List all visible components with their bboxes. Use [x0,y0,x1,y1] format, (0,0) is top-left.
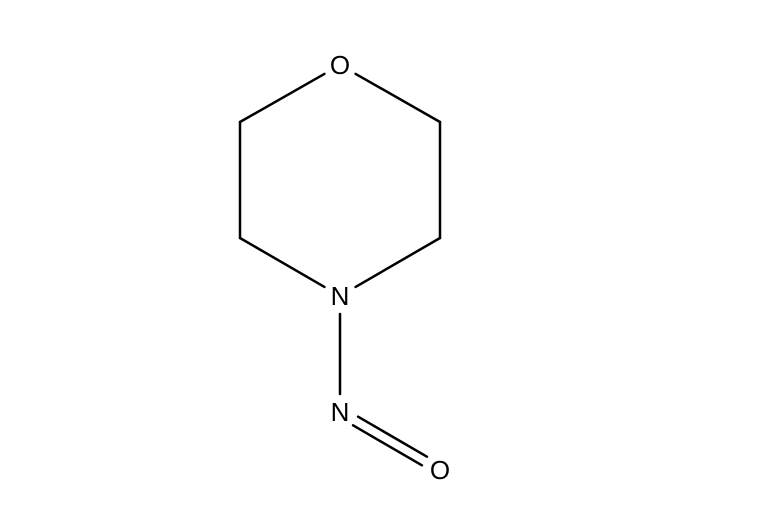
bond [240,238,324,287]
atom-label-o: O [330,50,350,80]
bond [356,74,440,122]
bond [353,425,422,465]
molecule-structure: O N N O [0,0,759,506]
bond [356,238,440,287]
bond [240,74,324,122]
atom-label-n: N [331,397,350,427]
atom-label-n: N [331,281,350,311]
atom-label-o: O [430,455,450,485]
bond [358,417,427,457]
